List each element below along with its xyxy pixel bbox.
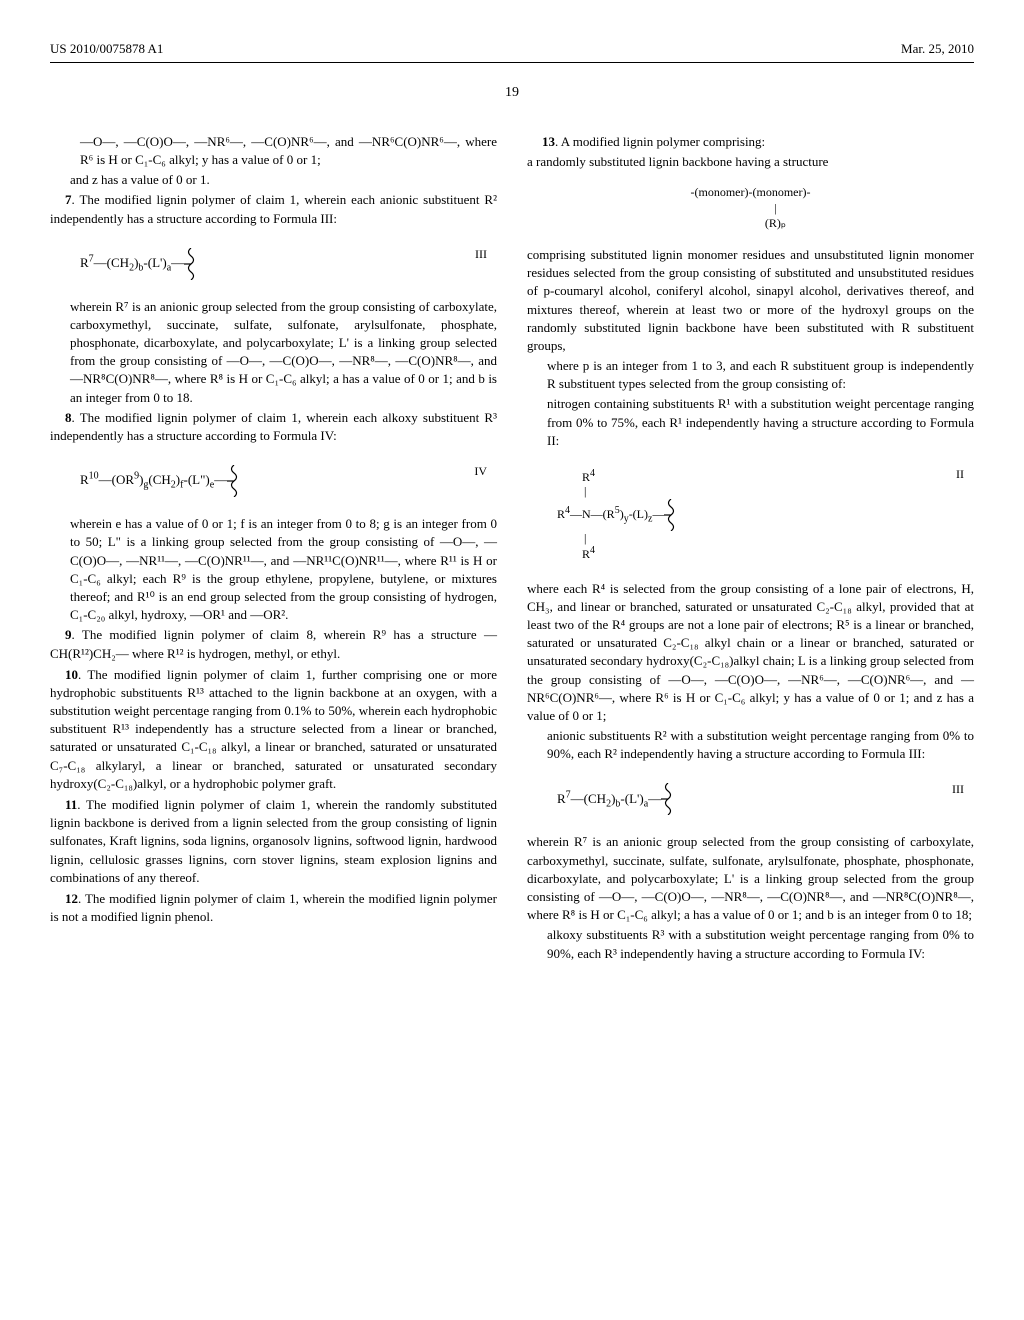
formula-iii-b-label: III bbox=[952, 781, 964, 798]
claim13-body5: anionic substituents R² with a substitut… bbox=[527, 727, 974, 763]
monomer-top: -(monomer)-(monomer)- bbox=[691, 185, 811, 199]
two-column-layout: —O—, —C(O)O—, —NR⁶—, —C(O)NR⁶—, and —NR⁶… bbox=[50, 133, 974, 965]
claim9-text: The modified lignin polymer of claim 8, … bbox=[50, 627, 497, 660]
claim9: 9. The modified lignin polymer of claim … bbox=[50, 626, 497, 662]
claim7-body: wherein R⁷ is an anionic group selected … bbox=[50, 298, 497, 407]
page-number: 19 bbox=[50, 83, 974, 103]
monomer-r: (R)ₚ bbox=[715, 216, 786, 230]
formula-iii-b: III R7—(CH2)b-(L')a— bbox=[557, 783, 974, 815]
page-header: US 2010/0075878 A1 Mar. 25, 2010 bbox=[50, 40, 974, 63]
claim12: 12. The modified lignin polymer of claim… bbox=[50, 890, 497, 926]
claim13-lead-text: A modified lignin polymer comprising: bbox=[561, 134, 765, 149]
wave-bond-icon bbox=[184, 248, 198, 280]
wave-bond-icon bbox=[661, 783, 675, 815]
wave-bond-icon bbox=[227, 465, 241, 497]
claim6-z: and z has a value of 0 or 1. bbox=[50, 171, 497, 189]
claim8-body: wherein e has a value of 0 or 1; f is an… bbox=[50, 515, 497, 624]
formula-iii-b-text: R7—(CH2)b-(L')a— bbox=[557, 791, 661, 806]
formula-ii-label: II bbox=[956, 466, 964, 483]
claim8-lead: 8. The modified lignin polymer of claim … bbox=[50, 409, 497, 445]
claim13-body1: comprising substituted lignin monomer re… bbox=[527, 246, 974, 355]
claim13-backbone: a randomly substituted lignin backbone h… bbox=[527, 153, 974, 171]
claim13-body7: alkoxy substituents R³ with a substituti… bbox=[527, 926, 974, 962]
formula-iii: III R7—(CH2)b-(L')a— bbox=[80, 248, 497, 280]
claim12-text: The modified lignin polymer of claim 1, … bbox=[50, 891, 497, 924]
claim11-text: The modified lignin polymer of claim 1, … bbox=[50, 797, 497, 885]
right-column: 13. A modified lignin polymer comprising… bbox=[527, 133, 974, 965]
claim7-lead-text: The modified lignin polymer of claim 1, … bbox=[50, 192, 497, 225]
wave-bond-icon bbox=[664, 499, 678, 531]
claim13-body4: where each R⁴ is selected from the group… bbox=[527, 580, 974, 726]
monomer-structure: -(monomer)-(monomer)- | (R)ₚ bbox=[527, 185, 974, 232]
formula-iii-label: III bbox=[475, 246, 487, 263]
claim8-lead-text: The modified lignin polymer of claim 1, … bbox=[50, 410, 497, 443]
claim10: 10. The modified lignin polymer of claim… bbox=[50, 666, 497, 793]
formula-ii: II R4 | R4—N—(R5)y-(L)z— | R4 bbox=[557, 468, 974, 562]
formula-iv-text: R10—(OR9)g(CH2)f-(L")e— bbox=[80, 472, 227, 487]
claim13-body2: where p is an integer from 1 to 3, and e… bbox=[527, 357, 974, 393]
formula-iv: IV R10—(OR9)g(CH2)f-(L")e— bbox=[80, 465, 497, 497]
claim13-lead: 13. A modified lignin polymer comprising… bbox=[527, 133, 974, 151]
claim13-body6: wherein R⁷ is an anionic group selected … bbox=[527, 833, 974, 924]
formula-iv-label: IV bbox=[474, 463, 487, 480]
claim7-lead: 7. The modified lignin polymer of claim … bbox=[50, 191, 497, 227]
claim10-text: The modified lignin polymer of claim 1, … bbox=[50, 667, 497, 791]
publication-date: Mar. 25, 2010 bbox=[901, 40, 974, 58]
monomer-bond: | bbox=[724, 201, 776, 215]
publication-number: US 2010/0075878 A1 bbox=[50, 40, 163, 58]
claim11: 11. The modified lignin polymer of claim… bbox=[50, 796, 497, 887]
claim6-continuation: —O—, —C(O)O—, —NR⁶—, —C(O)NR⁶—, and —NR⁶… bbox=[50, 133, 497, 169]
claim13-body3: nitrogen containing substituents R¹ with… bbox=[527, 395, 974, 450]
left-column: —O—, —C(O)O—, —NR⁶—, —C(O)NR⁶—, and —NR⁶… bbox=[50, 133, 497, 965]
formula-iii-text: R7—(CH2)b-(L')a— bbox=[80, 255, 184, 270]
